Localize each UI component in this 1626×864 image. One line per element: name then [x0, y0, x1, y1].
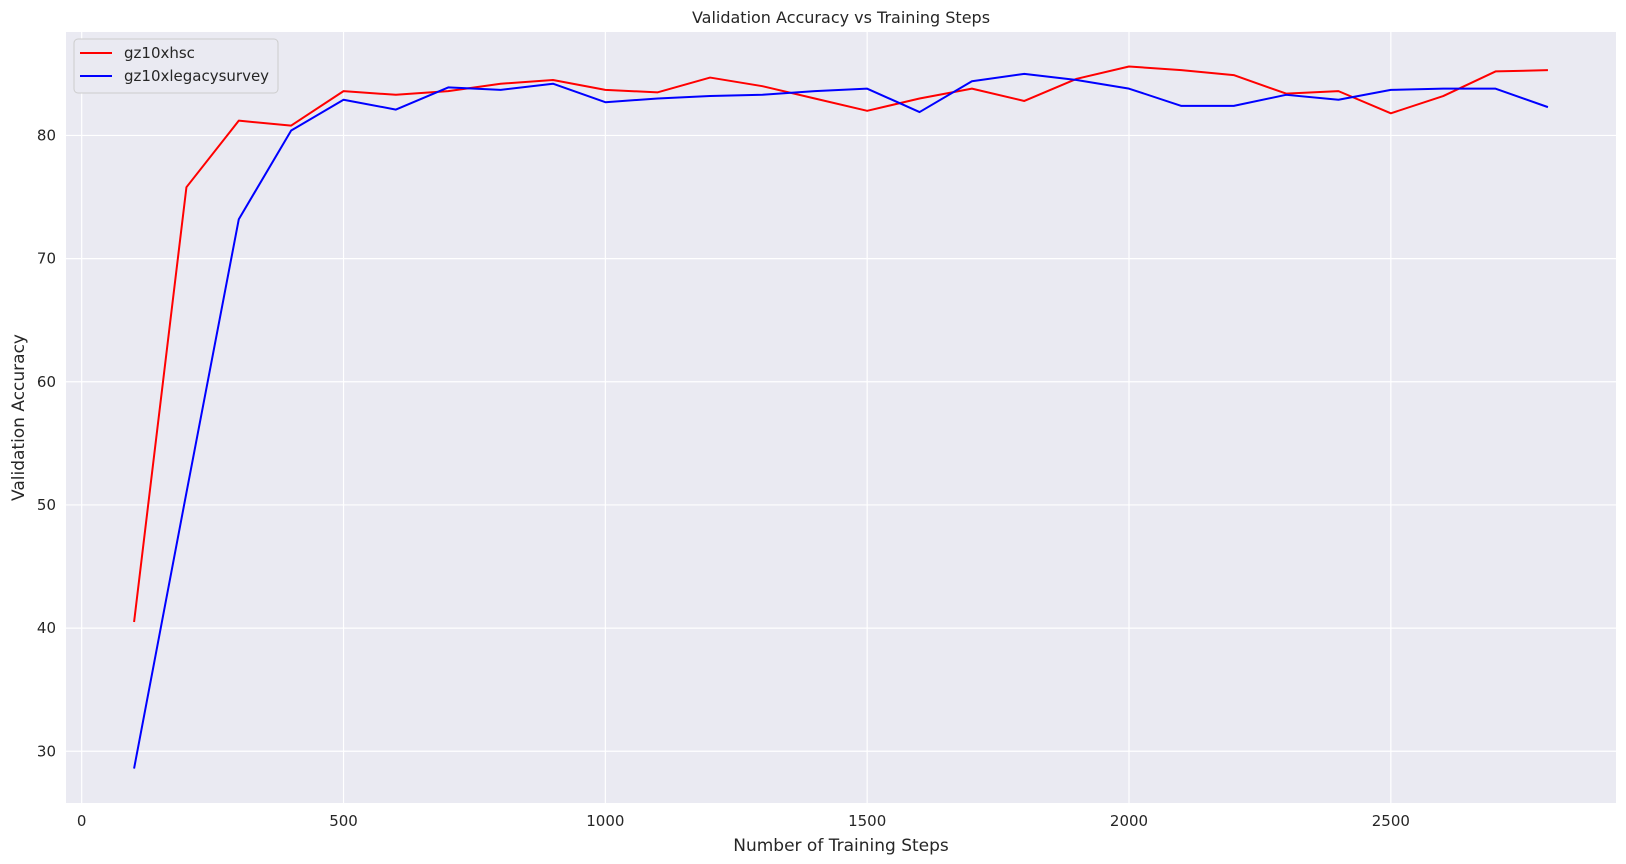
x-tick-label: 2000: [1110, 812, 1148, 830]
legend-box: [73, 38, 279, 94]
x-tick-label: 0: [77, 812, 87, 830]
legend-label-gz10xhsc: gz10xhsc: [124, 44, 195, 62]
grid-lines: [66, 32, 1616, 803]
x-tick-label: 2500: [1372, 812, 1410, 830]
y-tick-label: 60: [37, 373, 56, 391]
x-axis-label: Number of Training Steps: [733, 836, 949, 856]
legend: gz10xhsc gz10xlegacysurvey: [73, 38, 279, 94]
legend-label-gz10xlegacysurvey: gz10xlegacysurvey: [124, 67, 269, 85]
y-axis-label: Validation Accuracy: [9, 334, 29, 501]
chart-title: Validation Accuracy vs Training Steps: [692, 8, 990, 27]
x-tick-label: 1500: [848, 812, 886, 830]
x-tick-label: 1000: [586, 812, 624, 830]
y-tick-label: 40: [37, 619, 56, 637]
tick-labels: 0 500 1000 1500 2000 2500 30 40 50 60 70 80: [37, 126, 1410, 830]
y-tick-label: 80: [37, 126, 56, 144]
y-tick-label: 30: [37, 742, 56, 760]
y-tick-label: 70: [37, 250, 56, 268]
series-line-gz10xlegacysurvey: [133, 72, 1549, 769]
x-tick-label: 500: [329, 812, 358, 830]
y-tick-label: 50: [37, 496, 56, 514]
series-lines: [133, 65, 1549, 769]
series-line-gz10xhsc: [133, 65, 1548, 623]
plot-area: [66, 32, 1616, 803]
